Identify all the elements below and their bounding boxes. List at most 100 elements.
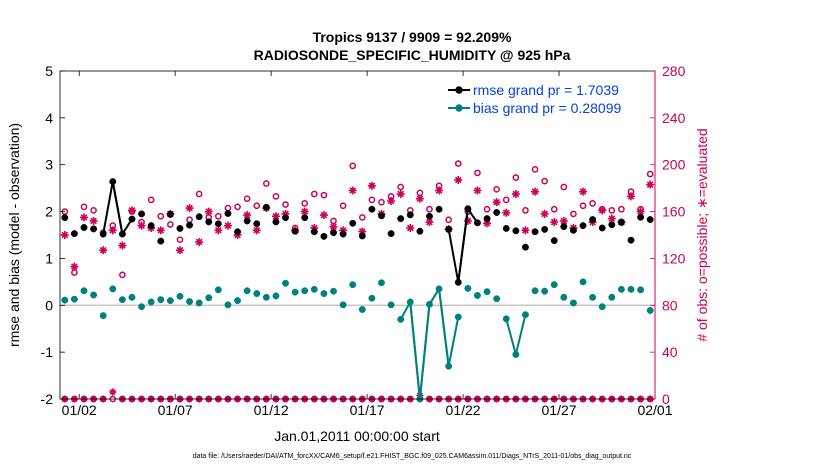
obs-evaluated-marker	[502, 208, 511, 217]
rmse-point	[262, 203, 270, 211]
obs-possible-marker	[214, 212, 222, 220]
y-right-tick-label: 280	[662, 63, 686, 79]
obs-evaluated-marker	[435, 186, 444, 195]
rmse-point	[416, 227, 424, 235]
rmse-point	[128, 215, 136, 223]
rmse-point	[368, 205, 376, 213]
rmse-point	[378, 212, 385, 220]
rmse-point	[234, 228, 241, 236]
rmse-point	[406, 211, 414, 219]
y-tick-label: 5	[45, 63, 53, 79]
obs-possible-marker	[119, 271, 126, 279]
obs-possible-marker	[550, 205, 558, 213]
bias-point	[406, 298, 414, 306]
obs-possible-marker	[646, 170, 654, 178]
rmse-point	[339, 230, 347, 238]
rmse-point	[282, 214, 289, 222]
rmse-point	[99, 230, 107, 238]
bias-point	[378, 279, 385, 287]
x-tick-label: 02/01	[637, 402, 672, 418]
obs-possible-marker	[397, 183, 405, 191]
obs-possible-marker	[282, 201, 289, 208]
obs-evaluated-marker	[271, 212, 280, 221]
rmse-point	[147, 222, 155, 230]
bias-point	[521, 311, 529, 319]
rmse-point	[646, 216, 654, 223]
x-tick-label: 01/22	[446, 402, 481, 418]
obs-evaluated-marker	[252, 226, 261, 235]
bias-point	[598, 303, 606, 311]
rmse-point	[157, 237, 165, 245]
rmse-point	[502, 224, 510, 232]
rmse-point	[253, 220, 261, 228]
bias-point	[541, 287, 549, 295]
bias-point	[493, 295, 501, 303]
obs-possible-marker	[570, 210, 577, 218]
bias-point	[483, 288, 491, 296]
obs-evaluated-marker	[156, 226, 165, 235]
bias-point	[80, 287, 88, 295]
bias-point	[234, 297, 241, 305]
y-tick-label: 4	[45, 110, 53, 126]
obs-possible-marker	[474, 169, 481, 177]
rmse-point	[579, 222, 587, 230]
rmse-point	[521, 243, 529, 251]
bias-point	[349, 281, 357, 289]
obs-evaluated-marker	[531, 187, 540, 196]
bias-point	[435, 285, 443, 293]
data-file-footnote: data file: /Users/raeder/DAI/ATM_forcXX/…	[193, 453, 632, 460]
bias-point	[550, 281, 558, 289]
obs-evaluated-marker	[579, 187, 588, 196]
obs-possible-marker	[560, 183, 568, 191]
ticks-layer: 01/02 01/07 01/12 01/17 01/22 01/27 02/01 -2 -1 0…	[41, 63, 686, 418]
y-right-tick-label: 80	[662, 297, 678, 313]
obs-possible-marker	[80, 203, 88, 211]
obs-evaluated-marker	[329, 222, 338, 231]
obs-possible-marker	[272, 192, 280, 200]
obs-evaluated-marker	[185, 204, 194, 213]
obs-evaluated-marker	[636, 207, 645, 216]
bias-point	[138, 303, 146, 311]
bias-point	[474, 291, 481, 299]
obs-evaluated-marker	[348, 186, 357, 195]
obs-possible-marker	[512, 174, 520, 181]
bias-point	[454, 313, 462, 321]
obs-evaluated-marker	[108, 226, 117, 235]
obs-possible-marker	[157, 212, 165, 220]
bias-point	[627, 285, 635, 293]
rmse-point	[426, 212, 433, 220]
rmse-point	[608, 221, 616, 229]
rmse-point	[445, 225, 453, 233]
bias-point	[243, 287, 251, 295]
obs-evaluated-marker	[175, 246, 184, 255]
obs-evaluated-marker	[511, 190, 520, 198]
bias-point	[464, 284, 472, 292]
plot-area: 01/02 01/07 01/12 01/17 01/22 01/27 02/01 -2 -1 0…	[41, 63, 686, 418]
obs-possible-marker	[426, 205, 433, 213]
rmse-point	[483, 215, 491, 223]
obs-possible-marker	[618, 205, 625, 213]
legend: rmse grand pr = 1.7039 bias grand pr = 0…	[446, 78, 648, 118]
y-right-tick-label: 120	[662, 250, 686, 266]
y-right-tick-label: 160	[662, 204, 686, 220]
rmse-point	[243, 217, 251, 225]
obs-evaluated-marker	[137, 221, 146, 230]
rmse-point	[320, 232, 328, 240]
bias-point	[90, 291, 98, 299]
obs-evaluated-marker	[646, 180, 655, 189]
rmse-point	[186, 221, 194, 229]
rmse-point	[358, 232, 366, 240]
obs-evaluated-marker	[79, 213, 88, 222]
bias-point	[512, 351, 520, 358]
obs-evaluated-marker	[319, 211, 328, 220]
bias-point	[569, 299, 577, 307]
obs-evaluated-marker	[492, 198, 501, 207]
rmse-point	[70, 230, 78, 238]
obs-possible-marker	[310, 190, 318, 198]
bias-point	[637, 286, 645, 294]
obs-evaluated-marker	[550, 218, 559, 227]
obs-evaluated-marker	[415, 194, 424, 203]
obs-possible-marker	[483, 205, 491, 213]
legend-box	[446, 78, 648, 118]
obs-possible-marker	[262, 180, 270, 187]
